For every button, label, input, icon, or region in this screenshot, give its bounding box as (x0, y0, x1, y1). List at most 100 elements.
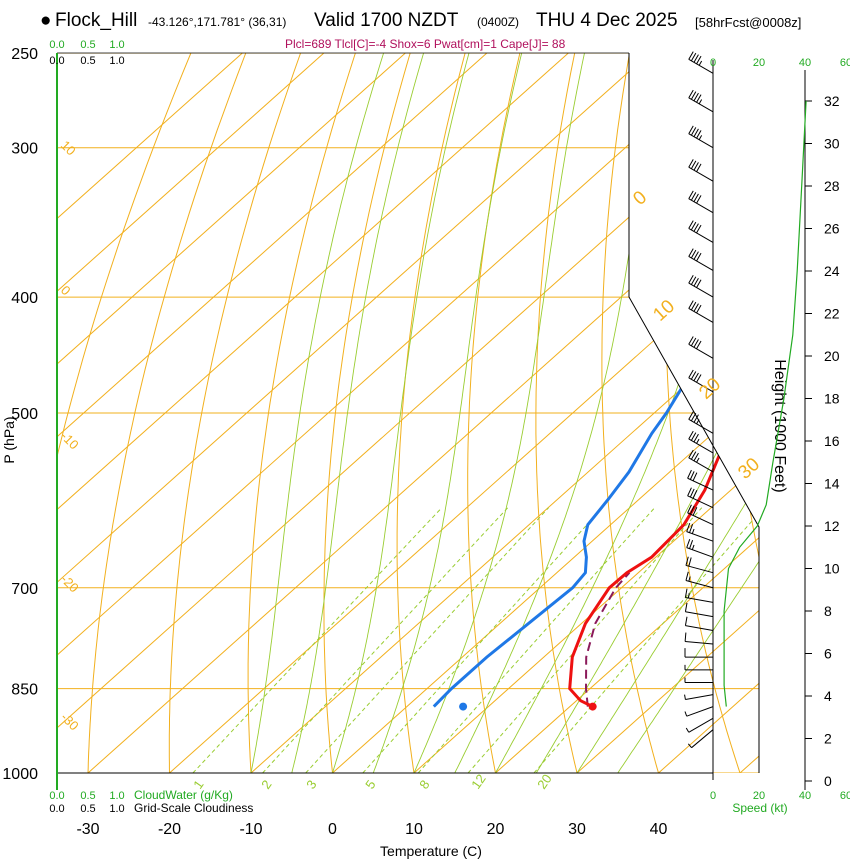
mixing-ratio-label: 5 (362, 777, 378, 792)
temperature-trace (568, 69, 759, 708)
barb-flag (696, 304, 702, 314)
pressure-tick-label: 850 (11, 682, 38, 699)
speed-top-tick: 0 (710, 57, 716, 69)
valid-time: Valid 1700 NZDT (314, 10, 459, 31)
barb-flag (693, 339, 699, 348)
wind-barb (686, 538, 714, 558)
temperature-tick-label: 20 (487, 821, 505, 838)
moist-adiabat (617, 53, 759, 773)
wind-barb (685, 717, 714, 733)
temperature-tick-label: 30 (568, 821, 586, 838)
barb-staff (688, 133, 714, 149)
height-tick-label: 6 (824, 646, 832, 662)
barb-flag (688, 89, 694, 99)
dry-adiabat (601, 53, 659, 773)
barb-half-flag (696, 457, 700, 463)
moist-adiabat (535, 53, 759, 773)
wind-barb (688, 220, 714, 243)
barb-flag (688, 248, 694, 257)
wind-barb (684, 602, 714, 618)
speed-bottom-tick: 40 (799, 790, 811, 802)
cloudwater-label: CloudWater (g/Kg) (134, 788, 233, 802)
barb-staff (685, 641, 714, 645)
isotherm-line (57, 53, 488, 773)
utc-time: (0400Z) (477, 15, 520, 29)
moist-adiabat (332, 53, 470, 773)
barb-staff (685, 564, 714, 574)
barb-flag (693, 223, 699, 232)
temperature-tick-label: 0 (328, 821, 337, 838)
wind-barb (688, 449, 714, 473)
barb-half-flag (698, 135, 703, 140)
barb-staff (685, 611, 714, 618)
barb-staff (687, 495, 714, 509)
cloudwater-top-tick: 1.0 (109, 39, 124, 51)
station-name: Flock_Hill (55, 10, 138, 31)
mixing-ratio-line (192, 507, 443, 773)
barb-flag (693, 193, 699, 202)
barb-half-flag (698, 60, 703, 66)
dry-adiabat (396, 53, 466, 773)
barb-flag (693, 162, 699, 171)
barb-flag (685, 571, 689, 581)
barb-flag (690, 221, 697, 231)
wind-barb (687, 729, 714, 749)
isotherm-line (57, 53, 569, 773)
barb-staff (686, 706, 714, 717)
dry-adiabat (535, 53, 578, 773)
barb-flag (687, 487, 692, 497)
cloudiness-top-tick: 0.0 (49, 55, 64, 67)
cloudwater-bottom-tick: 0.5 (80, 790, 95, 802)
barb-flag (690, 337, 697, 347)
barb-flag (692, 490, 698, 499)
wind-barb (688, 125, 714, 149)
barb-flag (688, 190, 694, 199)
station-bullet: ● (40, 10, 52, 31)
barb-flag (689, 471, 695, 480)
barb-flag (696, 224, 702, 234)
barb-flag (693, 92, 699, 102)
wind-barb (688, 430, 714, 454)
barb-half-flag (687, 593, 690, 599)
barb-staff (688, 457, 714, 473)
barb-flag (690, 91, 697, 100)
wind-barb (688, 89, 714, 113)
moist-adiabat (291, 53, 425, 773)
barb-flag (693, 303, 699, 312)
cloudiness-label: Grid-Scale Cloudiness (134, 801, 253, 815)
isotherm-line (57, 53, 243, 773)
isotherm-line (57, 53, 406, 773)
mixing-ratio-line (305, 507, 549, 773)
barb-flag (696, 55, 702, 65)
barb-flag (684, 588, 688, 598)
barb-flag (688, 430, 694, 440)
mixing-ratio-line (467, 507, 703, 773)
barb-flag (690, 127, 697, 136)
barb-flag (686, 523, 691, 532)
barb-staff (688, 198, 714, 214)
barb-flag (696, 163, 702, 172)
height-tick-label: 4 (824, 688, 832, 704)
barb-staff (688, 282, 714, 298)
barb-staff (687, 512, 714, 526)
barb-staff (688, 256, 714, 271)
temperature-tick-label: 10 (405, 821, 423, 838)
wind-barb (685, 571, 714, 589)
isotherm-label: 20 (695, 374, 725, 404)
barb-staff (685, 694, 714, 701)
isotherm-line (576, 53, 759, 773)
pressure-tick-label: 700 (11, 581, 38, 598)
pressure-tick-label: 250 (11, 46, 38, 63)
barb-flag (696, 130, 702, 139)
barb-flag (689, 488, 695, 498)
height-tick-label: 8 (824, 603, 832, 619)
speed-bottom-tick: 60 (840, 790, 850, 802)
barb-flag (688, 125, 694, 134)
height-tick-label: 20 (824, 348, 840, 364)
speed-top-tick: 40 (799, 57, 811, 69)
moist-adiabat (250, 53, 385, 773)
cloudiness-bottom-tick: 0.0 (49, 803, 64, 815)
surface-temperature-marker (588, 702, 597, 711)
cloudiness-bottom-tick: 1.0 (109, 803, 124, 815)
